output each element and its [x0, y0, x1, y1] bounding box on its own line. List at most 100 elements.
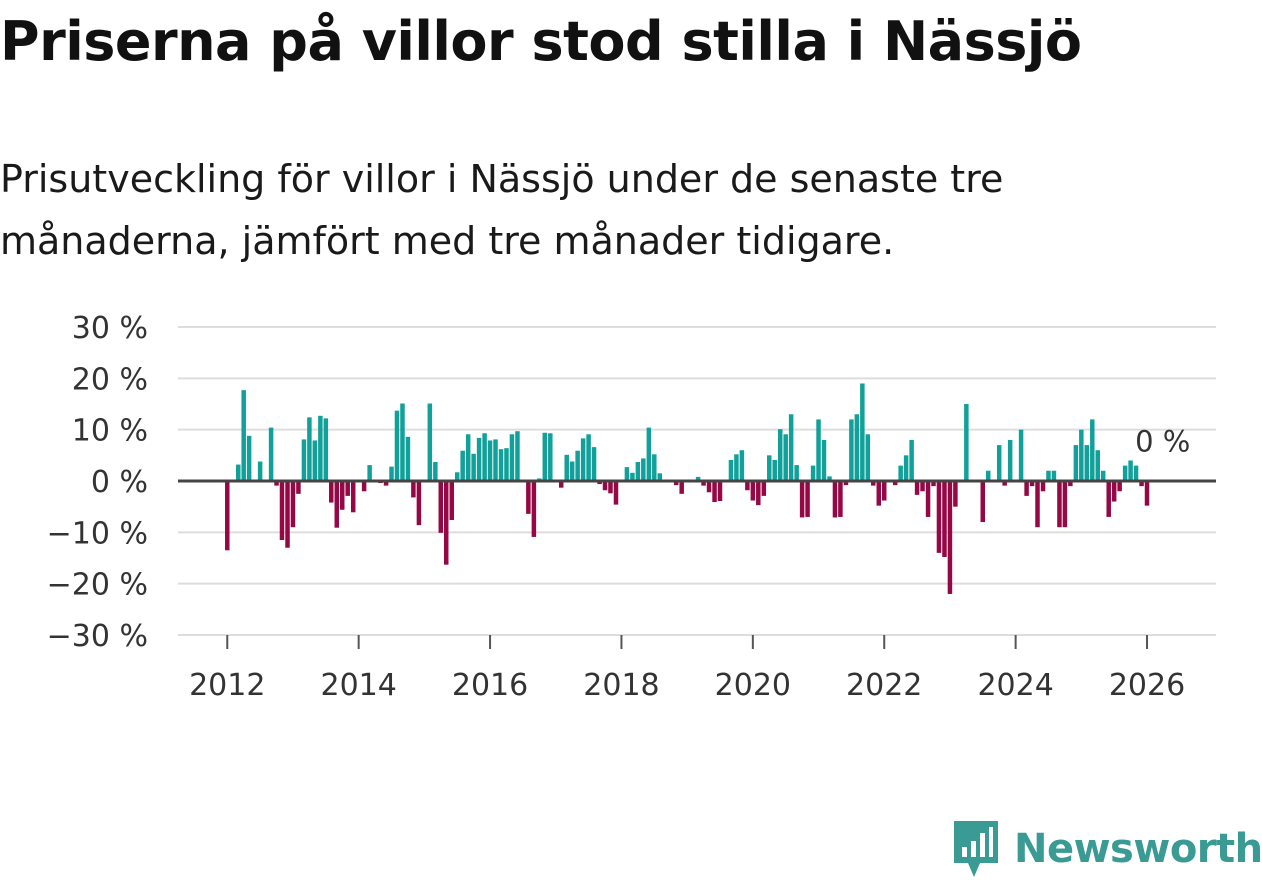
bar: [871, 481, 876, 486]
bar: [799, 481, 805, 518]
bar: [394, 410, 400, 481]
bar: [892, 481, 898, 486]
bar: [515, 431, 520, 481]
bar: [942, 481, 947, 557]
bar: [679, 481, 684, 494]
bar: [914, 481, 920, 495]
bar: [225, 481, 230, 551]
bar: [985, 470, 991, 481]
bar: [1040, 481, 1046, 492]
bar: [531, 481, 537, 537]
bar: [350, 481, 356, 513]
bar: [367, 465, 372, 481]
x-tick-label: 2022: [846, 668, 922, 703]
bar: [772, 459, 777, 481]
bar: [602, 481, 608, 491]
bar: [1018, 429, 1024, 481]
x-tick-label: 2016: [452, 668, 528, 703]
bar: [236, 464, 241, 481]
bar: [706, 481, 712, 493]
bar: [1002, 481, 1007, 486]
bar: [558, 481, 564, 488]
y-tick-label: 30 %: [72, 311, 148, 346]
bar: [383, 481, 389, 486]
bar: [936, 481, 942, 553]
bar: [652, 454, 657, 481]
bar: [312, 440, 318, 481]
bar: [460, 450, 465, 481]
y-tick-label: 10 %: [72, 414, 148, 449]
bar: [1139, 481, 1144, 487]
chart-subtitle: Prisutveckling för villor i Nässjö under…: [0, 157, 1004, 263]
bar: [334, 481, 340, 528]
bar: [925, 481, 931, 517]
bar: [1095, 450, 1100, 481]
bar: [476, 437, 482, 481]
bar: [980, 481, 986, 523]
bar: [849, 419, 854, 481]
bar: [635, 462, 641, 481]
axes: 30 % 20 % 10 % 0 % −10 % −20 % −30 % 2012 2014 20…: [47, 311, 1216, 703]
bar: [575, 450, 580, 481]
bar: [903, 455, 909, 481]
bar: [301, 439, 307, 481]
bar: [487, 440, 493, 481]
bar: [1029, 481, 1035, 487]
bar: [597, 481, 602, 485]
bar: [641, 458, 646, 481]
bar: [717, 481, 723, 502]
bar: [449, 481, 454, 521]
bar: [274, 481, 279, 486]
bar: [465, 434, 471, 481]
bar: [788, 414, 794, 481]
bar: [542, 432, 548, 481]
bar: [953, 481, 958, 507]
bar: [1100, 470, 1106, 481]
bar: [646, 427, 652, 481]
x-tick-label: 2012: [189, 668, 265, 703]
bar: [701, 481, 706, 486]
bar: [1051, 470, 1057, 481]
bar: [854, 414, 860, 481]
bar: [285, 481, 290, 548]
bar: [1128, 460, 1133, 481]
bar: [630, 472, 635, 481]
bar: [498, 449, 504, 481]
bar: [329, 481, 334, 503]
bar: [1133, 465, 1139, 481]
bar: [734, 454, 739, 481]
bar: [1073, 445, 1079, 481]
bar: [608, 481, 613, 494]
bar: [493, 439, 498, 481]
bar: [307, 417, 312, 481]
bar: [318, 415, 323, 481]
x-tick-label: 2018: [583, 668, 659, 703]
bar: [438, 481, 444, 533]
bar: [695, 476, 701, 481]
y-tick-label: 20 %: [72, 362, 148, 397]
bar: [361, 481, 367, 492]
bar: [898, 465, 903, 481]
bar: [860, 383, 865, 481]
bar: [673, 481, 679, 486]
bar: [920, 481, 925, 492]
bar: [548, 433, 553, 481]
bar: [471, 453, 476, 481]
bar: [279, 481, 285, 541]
bar: [657, 473, 662, 481]
bar: [591, 447, 597, 481]
bar: [580, 438, 586, 481]
bar: [783, 434, 788, 481]
bar: [268, 427, 274, 481]
bar: [1090, 419, 1095, 481]
newsworthy-logo-icon: [954, 821, 998, 877]
bar: [1117, 481, 1122, 492]
bar: [728, 459, 734, 481]
x-tick-label: 2024: [977, 668, 1053, 703]
bar: [947, 481, 953, 594]
x-tick-label: 2020: [715, 668, 791, 703]
bar: [400, 403, 405, 481]
bar: [569, 461, 575, 481]
bar: [745, 481, 750, 491]
bar: [996, 445, 1002, 481]
